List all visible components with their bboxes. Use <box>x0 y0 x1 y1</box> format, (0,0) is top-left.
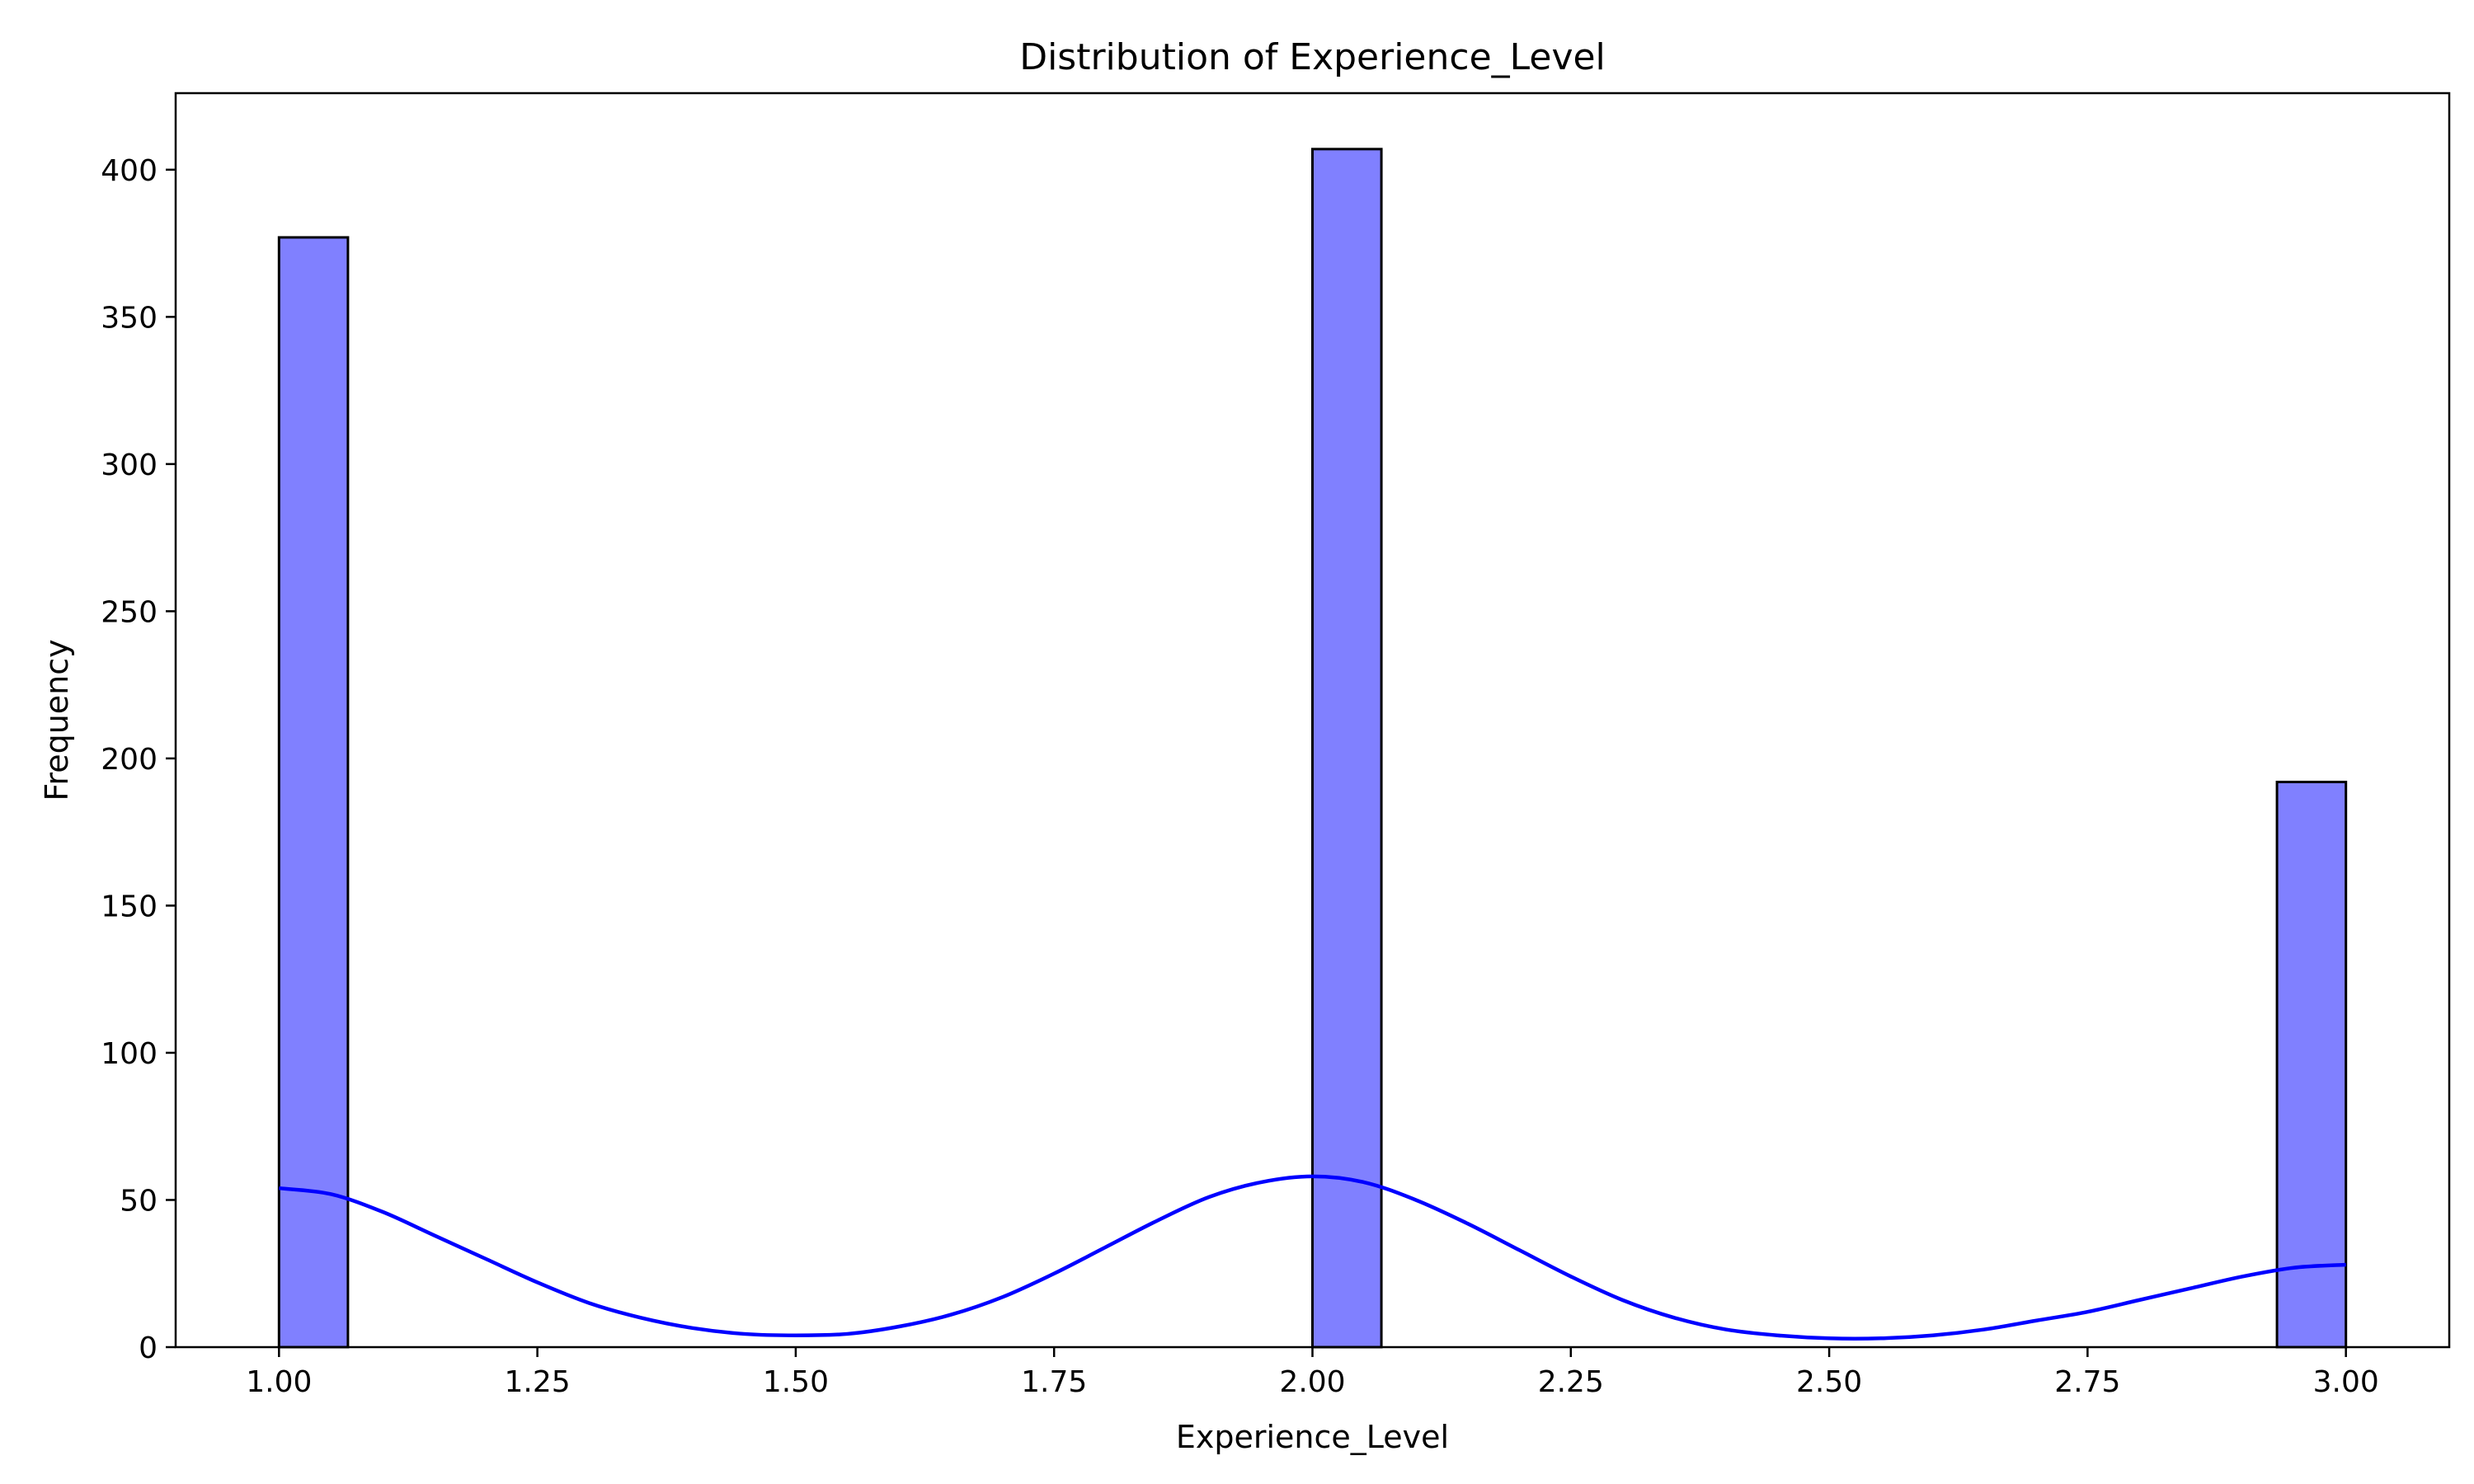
x-axis-ticks: 1.00 1.25 1.50 1.75 2.00 2.25 2.50 2.75 3.00 <box>246 1347 2379 1399</box>
x-tick-label: 1.75 <box>1021 1365 1087 1399</box>
y-axis-ticks: 0 50 100 150 200 250 300 350 400 <box>101 154 176 1365</box>
y-tick-label: 200 <box>101 743 158 777</box>
y-tick-label: 350 <box>101 301 158 335</box>
x-tick-label: 2.25 <box>1538 1365 1604 1399</box>
x-tick-label: 2.00 <box>1279 1365 1345 1399</box>
x-tick-label: 2.75 <box>2054 1365 2120 1399</box>
y-axis-label: Frequency <box>39 639 75 801</box>
y-tick-label: 400 <box>101 154 158 188</box>
y-tick-label: 50 <box>120 1184 158 1218</box>
bars-layer <box>277 148 2348 1349</box>
y-tick-label: 0 <box>139 1331 158 1365</box>
histogram-bar-1 <box>277 236 350 1349</box>
x-tick-label: 2.50 <box>1796 1365 1862 1399</box>
y-tick-label: 300 <box>101 448 158 482</box>
kde-layer <box>279 1174 2346 1341</box>
y-tick-label: 100 <box>101 1037 158 1071</box>
x-tick-label: 1.50 <box>763 1365 829 1399</box>
x-tick-label: 3.00 <box>2313 1365 2379 1399</box>
histogram-bar-2 <box>1311 148 1383 1349</box>
kde-curve <box>279 1174 2346 1341</box>
y-tick-label: 250 <box>101 595 158 629</box>
x-tick-label: 1.25 <box>505 1365 571 1399</box>
x-tick-label: 1.00 <box>246 1365 312 1399</box>
histogram-bar-3 <box>2275 780 2348 1349</box>
chart-title: Distribution of Experience_Level <box>1019 36 1606 78</box>
x-axis-label: Experience_Level <box>1176 1419 1449 1455</box>
y-tick-label: 150 <box>101 890 158 923</box>
